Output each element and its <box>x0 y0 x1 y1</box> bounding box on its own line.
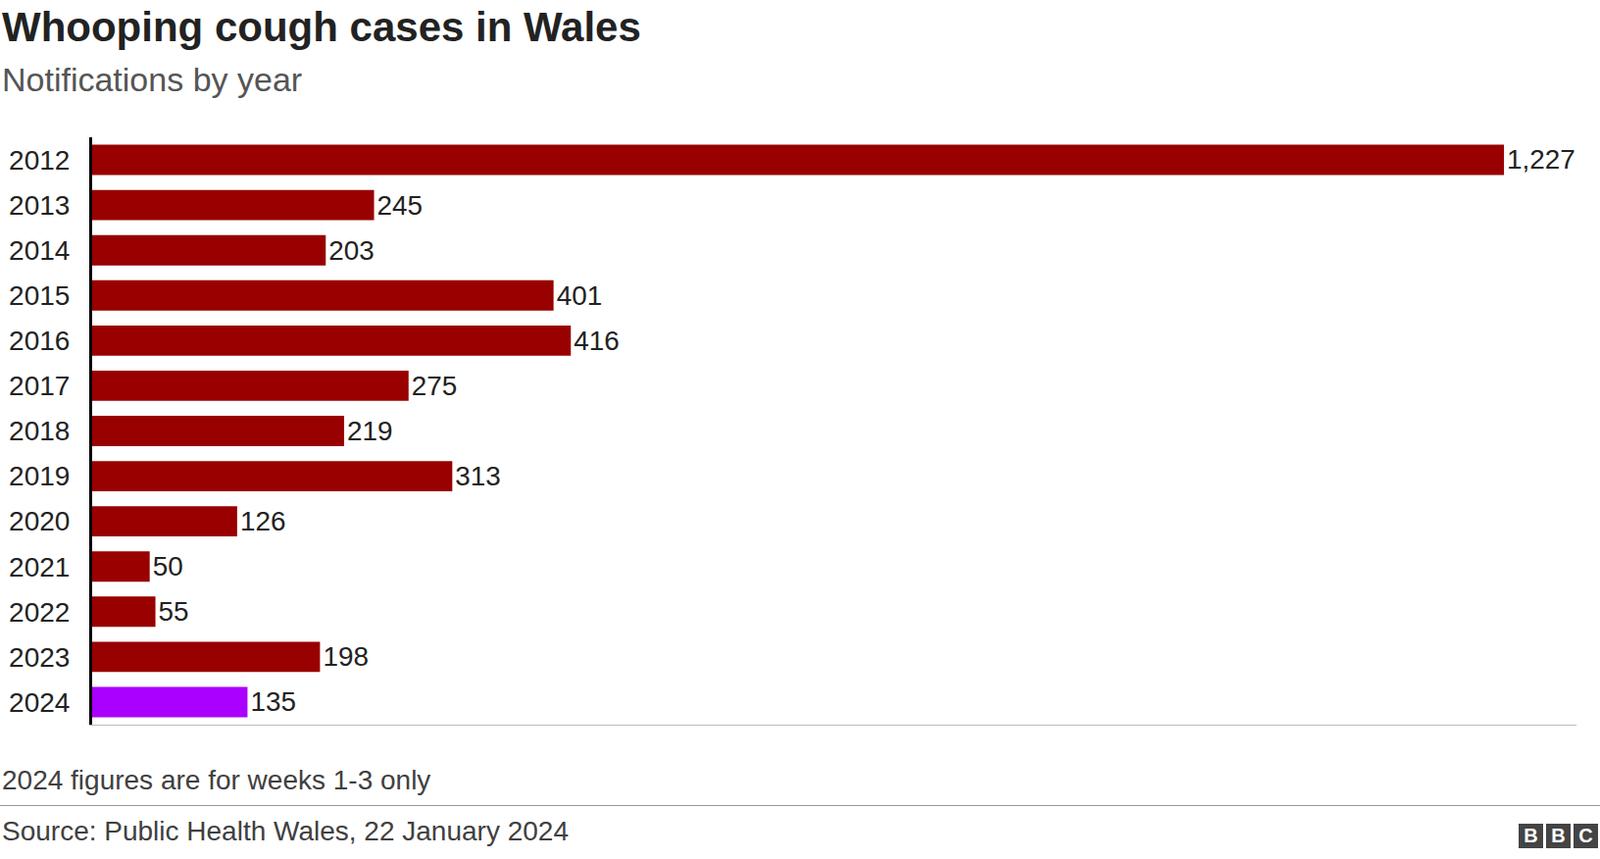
svg-text:1,227: 1,227 <box>1506 144 1576 175</box>
svg-text:2013: 2013 <box>8 190 70 221</box>
svg-text:2014: 2014 <box>8 235 70 266</box>
svg-text:135: 135 <box>250 686 297 717</box>
html-text:2024 figures are for weeks 1-3: 2024 figures are for weeks 1-3 only <box>1 764 431 796</box>
svg-text:203: 203 <box>328 235 375 266</box>
svg-text:2016: 2016 <box>8 325 70 356</box>
svg-text:126: 126 <box>240 505 287 537</box>
html-text:B: B <box>1551 824 1566 847</box>
html-text:Notifications by year: Notifications by year <box>1 60 303 99</box>
svg-text:275: 275 <box>411 370 458 401</box>
svg-text:2024: 2024 <box>8 687 70 718</box>
svg-text:2019: 2019 <box>8 460 70 492</box>
svg-text:2017: 2017 <box>8 370 70 401</box>
svg-text:245: 245 <box>377 190 424 221</box>
svg-text:219: 219 <box>347 415 394 447</box>
svg-text:2021: 2021 <box>8 551 70 583</box>
svg-text:2015: 2015 <box>8 280 70 311</box>
svg-text:2022: 2022 <box>8 597 70 628</box>
html-text:Source: Public Health Wales, 2: Source: Public Health Wales, 22 January … <box>1 815 569 847</box>
svg-text:313: 313 <box>454 460 501 492</box>
html-text:B: B <box>1523 824 1538 847</box>
svg-text:55: 55 <box>158 596 190 627</box>
html-text:Whooping cough cases in Wales: Whooping cough cases in Wales <box>1 3 641 50</box>
svg-text:2012: 2012 <box>8 145 70 176</box>
svg-text:2020: 2020 <box>8 505 70 537</box>
svg-text:401: 401 <box>556 280 603 311</box>
html-text:C: C <box>1578 824 1593 847</box>
svg-text:416: 416 <box>573 325 620 356</box>
svg-text:50: 50 <box>152 550 184 582</box>
svg-text:2023: 2023 <box>8 642 70 673</box>
svg-text:198: 198 <box>322 641 369 672</box>
svg-text:2018: 2018 <box>8 415 70 447</box>
